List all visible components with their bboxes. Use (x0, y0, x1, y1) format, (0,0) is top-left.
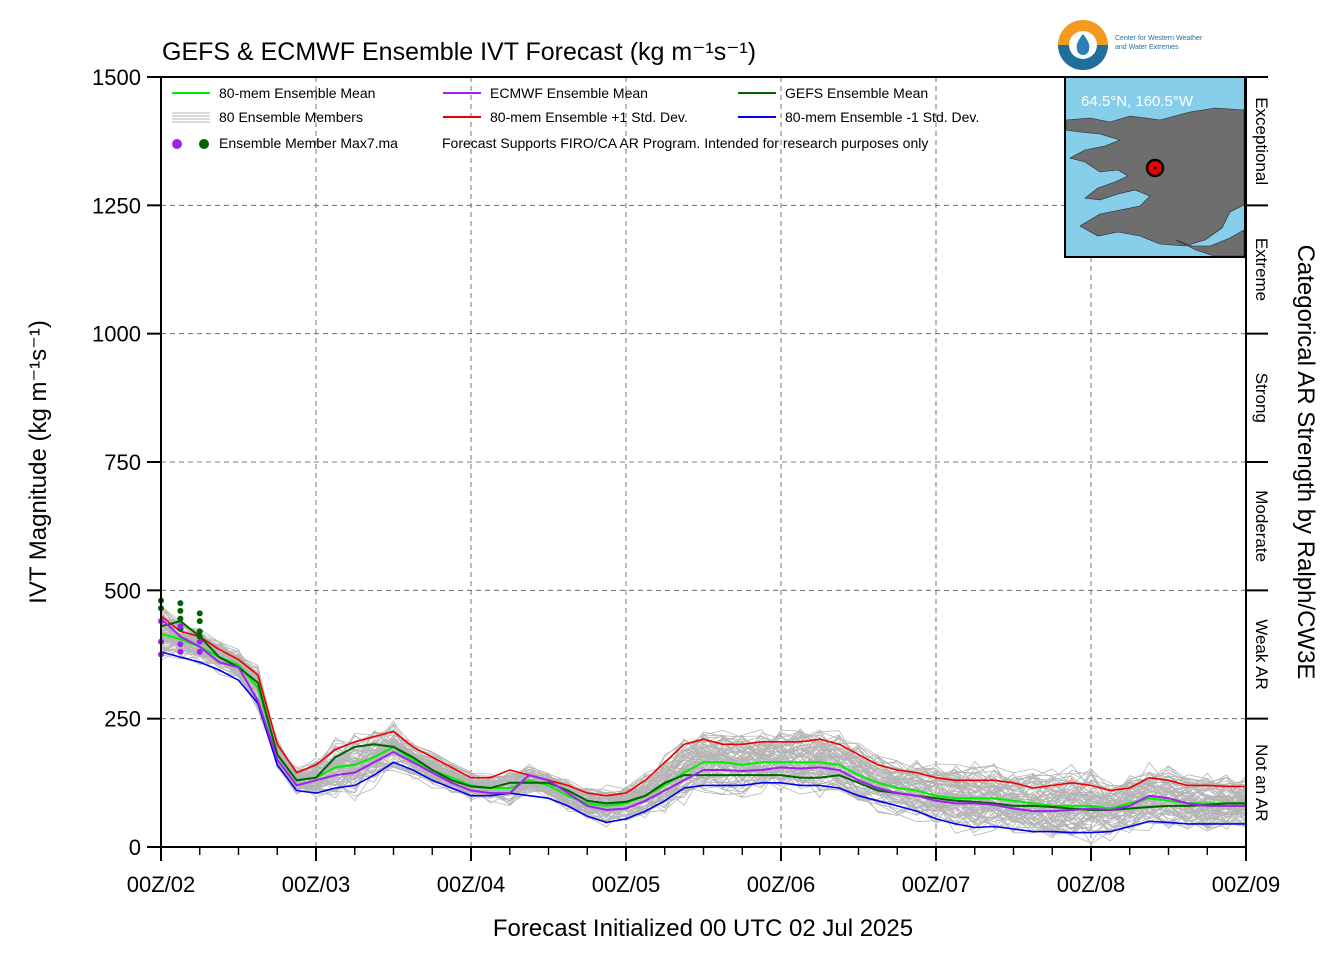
cw3e-logo: Center for Western Weather and Water Ext… (1058, 20, 1203, 70)
x-axis: 00Z/02 00Z/03 00Z/04 00Z/05 00Z/06 00Z/07 00Z/… (127, 847, 1281, 897)
x-tick-label-3: 00Z/05 (592, 872, 661, 897)
category-axis: Not an AR Weak AR Moderate Strong Extreme Exc… (1245, 76, 1271, 847)
ecmwf-max-point-6 (196, 638, 203, 645)
x-tick-label-1: 00Z/03 (282, 872, 351, 897)
ensemble-member-line-64 (160, 622, 1247, 817)
ensemble-member-line-27 (160, 614, 1247, 806)
legend: 80-mem Ensemble Mean ECMWF Ensemble Mean… (172, 85, 979, 151)
category-label-4: Extreme (1252, 238, 1271, 301)
legend-ecmwf-max-dot (172, 139, 182, 149)
category-label-0: Not an AR (1252, 744, 1271, 822)
series-lines (160, 615, 1246, 834)
ensemble-member-line-69 (160, 637, 1247, 822)
gefs-max-point-2 (177, 600, 184, 607)
grid-lines (161, 77, 1246, 847)
right-axis-label: Categorical AR Strength by Ralph/CW3E (1292, 245, 1319, 680)
ensemble-member-line-79 (160, 632, 1247, 830)
gefs-max-point-9 (196, 633, 203, 640)
legend-minus-std: 80-mem Ensemble -1 Std. Dev. (785, 109, 979, 125)
legend-gefs-max-dot (199, 139, 209, 149)
y-tick-label-3: 750 (104, 450, 141, 475)
category-label-5: Exceptional (1252, 97, 1271, 185)
ecmwf-max-point-7 (196, 648, 203, 655)
ensemble-member-line-73 (160, 642, 1247, 831)
y-tick-label-6: 1500 (92, 65, 141, 90)
series-line-4 (160, 651, 1246, 834)
logo-text-1: Center for Western Weather (1115, 35, 1203, 42)
ensemble-member-line-63 (160, 619, 1247, 807)
max-points (158, 597, 203, 658)
ecmwf-max-point-4 (177, 641, 184, 648)
x-tick-label-7: 00Z/09 (1212, 872, 1281, 897)
gefs-max-point-4 (177, 615, 184, 622)
gefs-max-point-3 (177, 607, 184, 614)
gefs-max-point-7 (196, 618, 203, 625)
x-tick-label-4: 00Z/06 (747, 872, 816, 897)
x-tick-label-5: 00Z/07 (902, 872, 971, 897)
legend-ecmwf-mean: ECMWF Ensemble Mean (490, 85, 648, 101)
series-line-1 (160, 617, 1246, 813)
x-axis-label: Forecast Initialized 00 UTC 02 Jul 2025 (493, 915, 913, 942)
category-label-1: Weak AR (1252, 619, 1271, 690)
chart-title: GEFS & ECMWF Ensemble IVT Forecast (kg m… (162, 38, 756, 66)
y-axis: 0 250 500 750 1000 1250 1500 (92, 65, 161, 860)
gefs-max-point-8 (196, 628, 203, 635)
logo-text-2: and Water Extremes (1115, 44, 1179, 51)
legend-members-swatch (172, 112, 210, 123)
ensemble-member-line-76 (160, 639, 1247, 815)
legend-plus-std: 80-mem Ensemble +1 Std. Dev. (490, 109, 688, 125)
ensemble-member-line-70 (160, 640, 1247, 828)
ensemble-member-line-78 (160, 636, 1247, 825)
legend-max: Ensemble Member Max7.ma (219, 135, 398, 151)
inset-map: 64.5°N, 160.5°W (1064, 76, 1246, 258)
ensemble-member-line-56 (160, 608, 1247, 806)
category-label-2: Moderate (1252, 490, 1271, 562)
series-line-3 (160, 615, 1246, 797)
series-line-2 (160, 620, 1246, 811)
ecmwf-max-point-3 (177, 623, 184, 630)
legend-gefs-mean: GEFS Ensemble Mean (785, 85, 928, 101)
ensemble-member-line-60 (160, 623, 1247, 820)
ensemble-member-line-45 (160, 633, 1247, 831)
y-axis-label: IVT Magnitude (kg m⁻¹s⁻¹) (25, 320, 52, 604)
y-tick-label-2: 500 (104, 578, 141, 603)
legend-ens-mean: 80-mem Ensemble Mean (219, 85, 375, 101)
series-line-0 (160, 633, 1246, 810)
gefs-max-point-6 (196, 610, 203, 617)
ensemble-member-line-75 (160, 628, 1247, 816)
y-tick-label-4: 1000 (92, 322, 141, 347)
ensemble-member-line-50 (160, 629, 1247, 832)
ensemble-member-line-37 (160, 626, 1247, 803)
legend-members: 80 Ensemble Members (219, 109, 363, 125)
x-tick-label-6: 00Z/08 (1057, 872, 1126, 897)
inset-location-label: 64.5°N, 160.5°W (1081, 93, 1194, 110)
x-tick-label-2: 00Z/04 (437, 872, 506, 897)
y-tick-label-1: 250 (104, 707, 141, 732)
ecmwf-max-point-5 (177, 648, 184, 655)
y-tick-label-5: 1250 (92, 193, 141, 218)
disclaimer-note: Forecast Supports FIRO/CA AR Program. In… (442, 135, 928, 151)
ensemble-member-line-25 (160, 627, 1247, 824)
category-label-3: Strong (1252, 373, 1271, 423)
x-tick-label-0: 00Z/02 (127, 872, 196, 897)
y-tick-label-0: 0 (129, 835, 141, 860)
ensemble-member-line-32 (160, 637, 1247, 830)
